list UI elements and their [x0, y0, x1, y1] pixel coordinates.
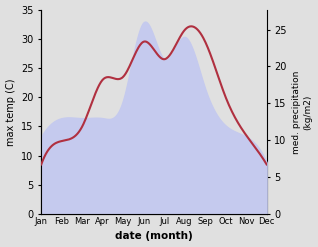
Y-axis label: max temp (C): max temp (C) [5, 78, 16, 145]
Y-axis label: med. precipitation
(kg/m2): med. precipitation (kg/m2) [292, 70, 313, 154]
X-axis label: date (month): date (month) [115, 231, 193, 242]
